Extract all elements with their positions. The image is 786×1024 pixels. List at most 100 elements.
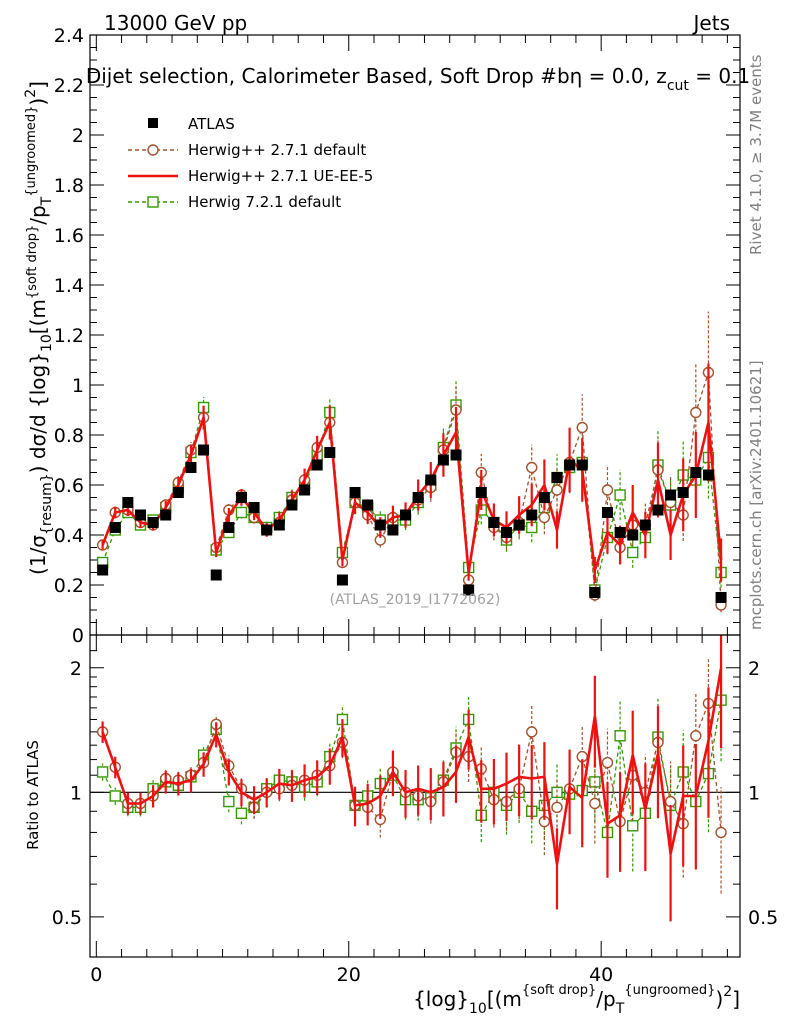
main-atlas-point <box>564 459 576 471</box>
main-ytick-label: 2.2 <box>54 75 84 97</box>
xlabel-part-6: {ungroomed} <box>624 983 715 998</box>
ylabel-part-7: T <box>39 196 55 206</box>
ratio-series <box>90 635 740 922</box>
ratio-ytick-label-left: 1 <box>70 782 82 804</box>
chart-title-tail: = 0.1 <box>689 64 750 88</box>
ratio-herwigpp-default-line <box>101 703 722 833</box>
main-herwigpp-ueee5-line <box>101 417 723 573</box>
main-atlas-point <box>172 487 184 498</box>
main-atlas-point <box>223 522 235 533</box>
main-atlas-point <box>286 499 298 511</box>
ylabel-part-2: ) dσ/d {log} <box>26 352 50 473</box>
main-atlas-point <box>715 592 727 603</box>
ratio-herwigpp-ueee5-line <box>101 667 723 865</box>
main-herwig7-marker <box>614 489 626 501</box>
main-atlas-point <box>589 587 601 598</box>
ratio-ylabel: Ratio to ATLAS <box>24 740 42 850</box>
main-atlas-point <box>273 519 285 531</box>
xlabel-part-4: /p <box>596 987 615 1011</box>
main-ytick-label: 2 <box>72 125 84 147</box>
ylabel-part-4: [(m <box>26 299 50 334</box>
ratio-herwig7-marker <box>235 807 248 819</box>
main-atlas-point <box>576 459 588 471</box>
main-ytick-label: 1 <box>72 375 84 397</box>
header-left-label: 13000 GeV pp <box>104 11 247 35</box>
main-atlas-point <box>601 507 613 518</box>
main-atlas-point <box>551 472 563 483</box>
chart-title-eta: η = 0.0, z <box>570 64 667 88</box>
ratio-herwig7-marker <box>223 795 235 808</box>
main-atlas-point <box>134 509 146 521</box>
main-atlas-point <box>690 467 702 478</box>
main-atlas-point <box>261 524 273 536</box>
main-herwigpp-default-marker <box>690 406 702 419</box>
legend-marker-atlas <box>148 118 158 128</box>
xlabel-part-7: ) <box>715 987 723 1011</box>
legend: ATLAS Herwig++ 2.7.1 default Herwig++ 2.… <box>128 115 373 211</box>
main-atlas-point <box>324 447 336 458</box>
main-ytick-label: 0.2 <box>54 575 84 597</box>
ratio-herwig7-marker <box>96 766 109 778</box>
main-herwigpp-default-line <box>101 372 722 606</box>
xlabel-part-9: ] <box>732 987 740 1011</box>
main-atlas-point <box>374 519 386 531</box>
main-atlas-point <box>412 492 424 503</box>
xlabel-part-5: T <box>615 1001 625 1017</box>
legend-marker-herwigpp-default <box>147 144 159 156</box>
main-atlas-point <box>538 492 550 503</box>
main-atlas-point <box>400 509 412 521</box>
ratio-xtick-label: 0 <box>90 964 102 986</box>
main-atlas-point <box>248 502 260 513</box>
main-atlas-point <box>437 454 449 466</box>
ratio-herwig7-marker <box>627 820 639 832</box>
main-atlas-point <box>665 489 677 501</box>
ylabel-part-5: {soft drop} <box>25 225 40 299</box>
ratio-ytick-label-right: 2 <box>748 658 760 680</box>
main-ytick-label: 0 <box>72 625 84 647</box>
ratio-ytick-label-left: 2 <box>70 658 82 680</box>
ylabel-part-8: {ungroomed} <box>24 106 39 197</box>
ratio-herwigpp-default-marker <box>601 756 614 769</box>
main-atlas-point <box>425 474 437 486</box>
main-atlas-point <box>677 487 689 498</box>
ratio-ytick-label-right: 1 <box>748 782 760 804</box>
main-herwigpp-default-marker <box>601 484 614 496</box>
main-atlas-point <box>463 584 475 596</box>
chart-title: Dijet selection, Calorimeter Based, Soft… <box>86 64 750 94</box>
ylabel-part-10: 2 <box>23 89 39 98</box>
main-ytick-label: 1.2 <box>54 325 84 347</box>
watermark: (ATLAS_2019_I1772062) <box>330 592 501 608</box>
ratio-ytick-label-left: 0.5 <box>52 907 82 929</box>
main-atlas-point <box>349 487 361 498</box>
main-atlas-point <box>160 509 172 521</box>
main-herwigpp-default-marker <box>526 461 538 474</box>
main-atlas-point <box>198 444 210 456</box>
main-herwig7-marker <box>627 546 639 559</box>
main-axis: 0 0.2 0.4 0.6 0.8 1 1.2 1.4 1.6 1.8 2 2.2 2.4 <box>54 25 740 647</box>
ratio-herwigpp-default-marker <box>551 801 563 814</box>
ratio-herwig7-marker <box>109 790 121 802</box>
main-atlas-point <box>147 517 159 528</box>
main-atlas-point <box>97 564 109 576</box>
main-atlas-point <box>362 499 374 511</box>
ylabel-part-0: (1/σ <box>26 535 50 575</box>
main-ytick-label: 0.6 <box>54 475 84 497</box>
legend-marker-herwig7 <box>147 196 159 208</box>
chart-title-sub: cut <box>667 78 690 94</box>
main-atlas-point <box>387 524 399 536</box>
ratio-frame <box>89 634 741 958</box>
xlabel: {log}10[(m{soft drop}/pT {ungroomed})2] <box>413 983 740 1017</box>
header-right-label: Jets <box>692 11 730 35</box>
main-atlas-point <box>652 504 664 516</box>
main-atlas-point <box>299 484 311 496</box>
main-atlas-point <box>109 522 121 533</box>
legend-label-atlas: ATLAS <box>188 115 235 133</box>
ratio-xtick-label: 20 <box>337 964 361 986</box>
xlabel-part-0: {log} <box>413 987 469 1011</box>
main-atlas-point <box>122 497 134 508</box>
main-atlas-point <box>185 462 197 473</box>
xlabel-part-2: [(m <box>487 987 522 1011</box>
main-ytick-label: 0.8 <box>54 425 84 447</box>
main-atlas-point <box>450 449 462 461</box>
